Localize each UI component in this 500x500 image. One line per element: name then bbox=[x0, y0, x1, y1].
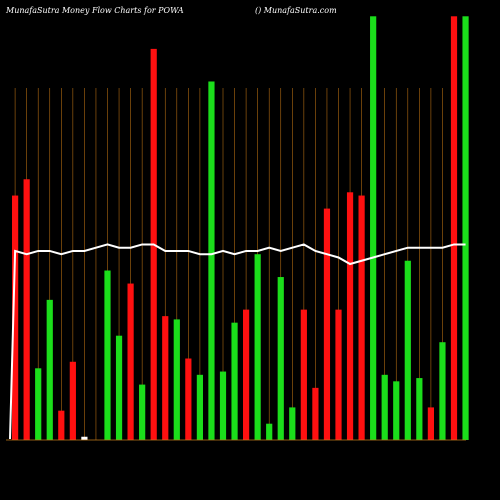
bar bbox=[35, 368, 42, 440]
bar bbox=[346, 192, 354, 440]
bar bbox=[115, 335, 123, 440]
site-credit: () MunafaSutra.com bbox=[255, 6, 337, 15]
bar bbox=[289, 407, 296, 440]
trend-line-group bbox=[9, 243, 466, 440]
bar bbox=[358, 195, 365, 440]
bar bbox=[243, 309, 250, 440]
bar bbox=[404, 260, 411, 440]
bar bbox=[439, 342, 446, 440]
bar bbox=[46, 299, 53, 440]
bar bbox=[185, 358, 192, 440]
bar bbox=[139, 384, 146, 440]
bar bbox=[23, 179, 30, 440]
bar bbox=[127, 283, 134, 440]
bar bbox=[208, 81, 215, 441]
bar bbox=[450, 16, 458, 441]
bar bbox=[104, 270, 111, 440]
bar bbox=[266, 423, 273, 440]
bar bbox=[427, 407, 434, 440]
bar-series bbox=[12, 16, 469, 441]
bar bbox=[254, 254, 261, 440]
bar bbox=[381, 374, 388, 440]
bar bbox=[312, 387, 319, 440]
bar bbox=[370, 16, 377, 441]
bar bbox=[393, 381, 400, 440]
bar bbox=[335, 309, 342, 440]
bar bbox=[58, 410, 65, 440]
bar bbox=[323, 208, 331, 440]
bar bbox=[300, 309, 307, 440]
bar bbox=[196, 374, 203, 440]
bar bbox=[231, 322, 238, 440]
bar bbox=[81, 436, 88, 440]
bar bbox=[416, 378, 423, 440]
trend-line bbox=[9, 243, 466, 440]
bar bbox=[219, 371, 227, 440]
bar bbox=[462, 16, 469, 441]
chart-title: MunafaSutra Money Flow Charts for POWA bbox=[6, 6, 184, 15]
bar bbox=[12, 195, 19, 440]
bar bbox=[162, 316, 169, 440]
bar bbox=[69, 361, 76, 440]
bar bbox=[173, 319, 180, 440]
bar bbox=[277, 277, 284, 440]
